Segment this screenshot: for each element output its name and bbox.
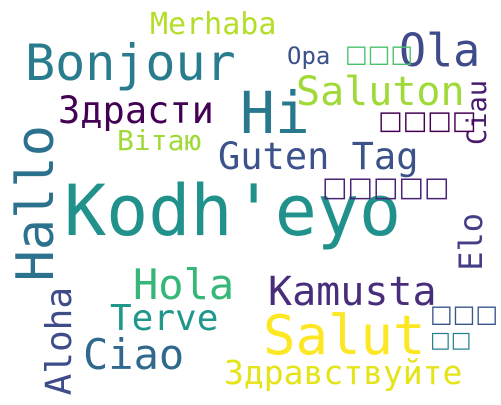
word-hola: Hola [133, 260, 235, 309]
word-saluton: Saluton [296, 69, 465, 115]
word-bonjour: Bonjour [25, 34, 236, 92]
word-terve: Terve [110, 298, 219, 339]
word-kodheyo: Kodh'eyo [64, 170, 402, 252]
word-opa: Opa [287, 42, 331, 70]
word-merhaba: Merhaba [150, 7, 277, 42]
glyph-cluster-box: □□□□□ [322, 172, 450, 203]
word-guten-tag: Guten Tag [218, 135, 419, 178]
word-hallo: Hallo [6, 125, 66, 282]
word-hi: Hi [240, 79, 310, 147]
glyph-cluster-box: □□□ [345, 40, 414, 68]
glyph-cluster-box: □□□ [430, 300, 499, 328]
word-elo: Elo [452, 213, 490, 271]
word-ola: Ola [399, 24, 481, 77]
glyph-cluster-box: □□ [430, 328, 472, 353]
word-zdravstvuyte: Здравствуйте [224, 353, 463, 392]
word-vitayu: Вітаю [117, 124, 202, 157]
word-ciao: Ciao [83, 330, 185, 379]
word-aloha: Aloha [39, 287, 80, 396]
word-kamusta: Kamusta [268, 269, 437, 315]
word-zdrasti: Здрасти [58, 89, 214, 132]
glyph-cluster-box: □□□□ [378, 106, 477, 136]
word-salut: Salut [263, 304, 426, 367]
